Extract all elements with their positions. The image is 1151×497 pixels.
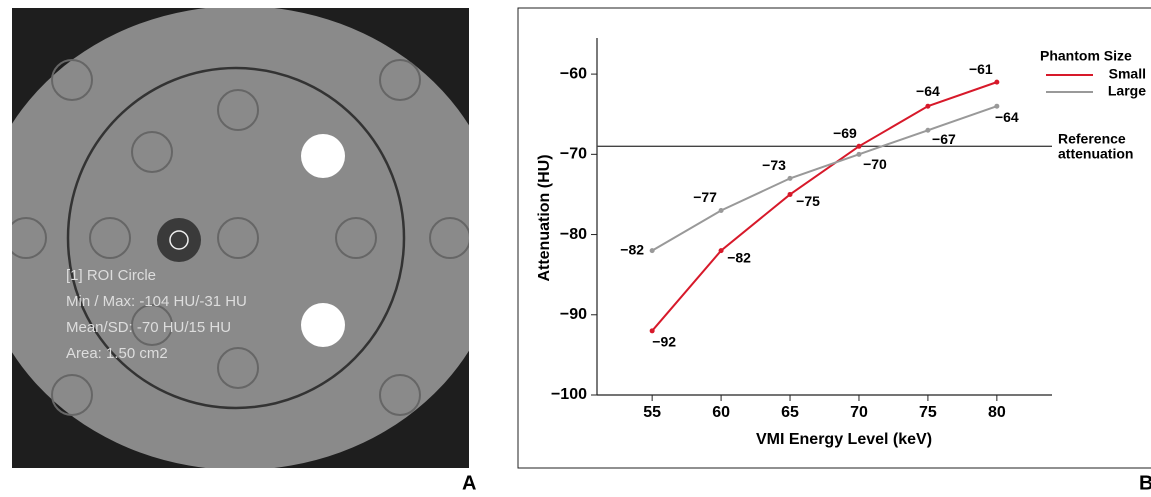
- roi-text: Area: 1.50 cm2: [66, 345, 168, 362]
- point: [787, 191, 793, 197]
- value-label: −92: [652, 334, 676, 350]
- ct-image: [1] ROI Circle Min / Max: -104 HU/-31 HU…: [12, 8, 469, 468]
- point: [856, 151, 862, 157]
- reference-label: Reference: [1058, 131, 1126, 147]
- value-label: −82: [620, 241, 644, 257]
- roi-text: [1] ROI Circle: [66, 267, 156, 284]
- legend-title: Phantom Size: [1040, 48, 1132, 64]
- value-label: −70: [863, 156, 887, 172]
- roi-text: Mean/SD: -70 HU/15 HU: [66, 319, 231, 336]
- legend-label: Small: [1109, 66, 1146, 82]
- value-label: −73: [762, 157, 786, 173]
- point: [856, 143, 862, 149]
- panel-label: B: [1139, 472, 1151, 492]
- y-tick-label: −90: [560, 306, 587, 323]
- y-tick-label: −80: [560, 226, 587, 243]
- x-tick-label: 65: [781, 404, 799, 421]
- value-label: −77: [693, 189, 717, 205]
- legend-label: Large: [1108, 83, 1146, 99]
- x-tick-label: 80: [988, 404, 1006, 421]
- point: [925, 103, 931, 109]
- series-line: [651, 81, 998, 332]
- value-label: −67: [932, 131, 956, 147]
- roi-text: Min / Max: -104 HU/-31 HU: [66, 293, 247, 310]
- x-tick-label: 70: [850, 404, 868, 421]
- point: [649, 248, 655, 254]
- chart-frame: [517, 7, 1151, 469]
- value-label: −82: [727, 249, 751, 265]
- point: [994, 103, 1000, 109]
- x-tick-label: 55: [643, 404, 661, 421]
- value-label: −61: [969, 61, 993, 77]
- point: [787, 175, 793, 181]
- reference-label: attenuation: [1058, 146, 1133, 162]
- y-axis-label: Attenuation (HU): [536, 154, 553, 281]
- series-line: [651, 105, 998, 252]
- x-tick-label: 60: [712, 404, 730, 421]
- point: [718, 207, 724, 213]
- value-label: −64: [916, 83, 940, 99]
- value-label: −69: [833, 125, 857, 141]
- point: [649, 328, 655, 334]
- point: [994, 79, 1000, 85]
- y-tick-label: −70: [560, 146, 587, 163]
- point: [925, 127, 931, 133]
- y-tick-label: −100: [551, 386, 587, 403]
- point: [718, 248, 724, 254]
- y-tick-label: −60: [560, 65, 587, 82]
- value-label: −75: [796, 193, 820, 209]
- panel-label: A: [462, 472, 476, 492]
- value-label: −64: [995, 109, 1019, 125]
- x-axis-label: VMI Energy Level (keV): [756, 431, 932, 448]
- x-tick-label: 75: [919, 404, 937, 421]
